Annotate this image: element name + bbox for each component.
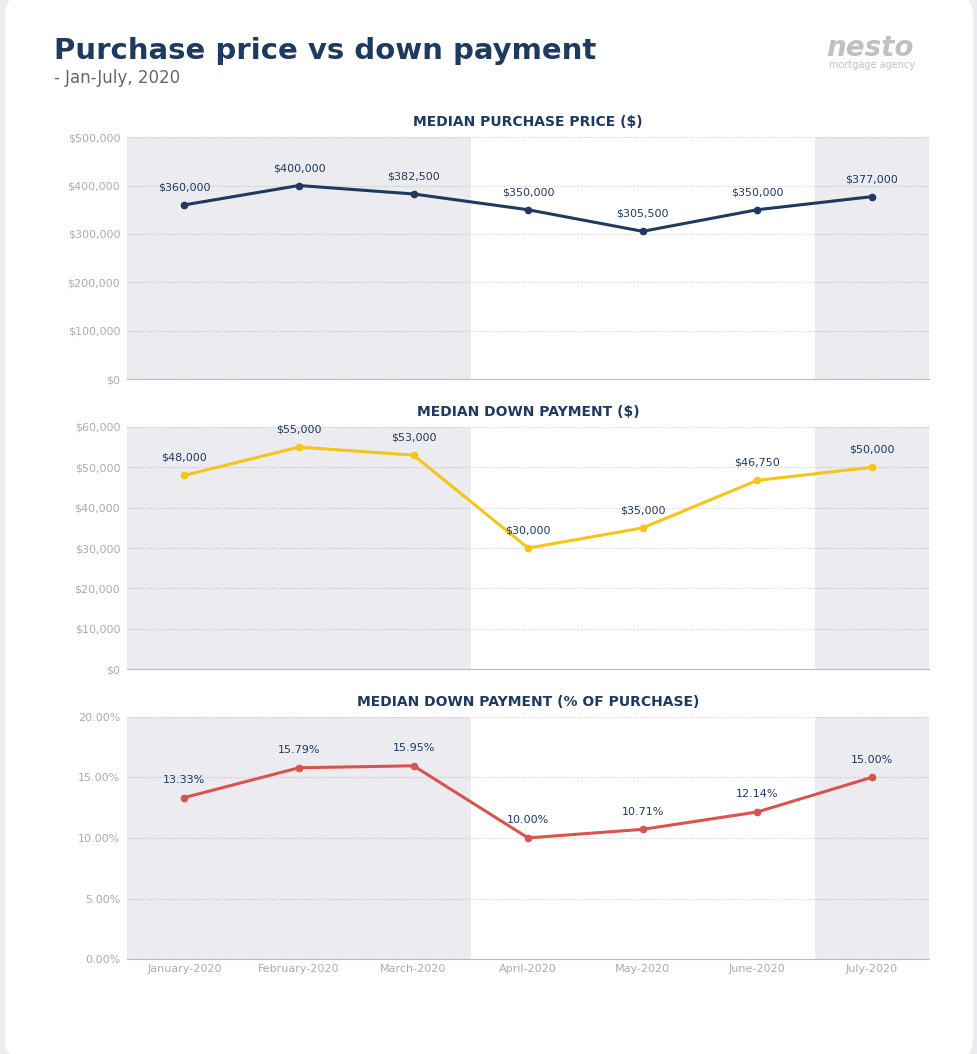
Text: $350,000: $350,000 [730,188,783,197]
Bar [470,427,814,669]
Text: $360,000: $360,000 [158,182,210,193]
Text: 15.95%: 15.95% [392,743,435,754]
FancyBboxPatch shape [5,0,972,1054]
Text: 10.71%: 10.71% [620,806,663,817]
Text: mortgage agency: mortgage agency [828,60,914,70]
Text: $400,000: $400,000 [273,163,325,173]
Bar [470,717,814,959]
Text: $55,000: $55,000 [276,425,321,434]
Text: $50,000: $50,000 [848,445,894,454]
Title: MEDIAN PURCHASE PRICE ($): MEDIAN PURCHASE PRICE ($) [413,115,642,129]
Text: nesto: nesto [826,34,913,62]
Text: $305,500: $305,500 [616,209,668,219]
Text: 12.14%: 12.14% [736,789,778,800]
Text: $382,500: $382,500 [387,172,440,181]
Title: MEDIAN DOWN PAYMENT ($): MEDIAN DOWN PAYMENT ($) [416,405,639,418]
Bar [470,137,814,379]
Text: 10.00%: 10.00% [506,816,549,825]
Title: MEDIAN DOWN PAYMENT (% OF PURCHASE): MEDIAN DOWN PAYMENT (% OF PURCHASE) [357,695,699,708]
Text: $30,000: $30,000 [505,526,550,535]
Text: $46,750: $46,750 [734,457,780,468]
Text: $48,000: $48,000 [161,453,207,463]
Text: $35,000: $35,000 [619,505,664,515]
Text: $350,000: $350,000 [501,188,554,197]
Text: Purchase price vs down payment: Purchase price vs down payment [54,37,595,65]
Text: - Jan-July, 2020: - Jan-July, 2020 [54,69,180,86]
Text: $53,000: $53,000 [391,432,436,443]
Text: 13.33%: 13.33% [163,775,205,785]
Text: $377,000: $377,000 [844,174,897,184]
Text: 15.00%: 15.00% [850,755,892,765]
Text: 15.79%: 15.79% [277,745,319,756]
